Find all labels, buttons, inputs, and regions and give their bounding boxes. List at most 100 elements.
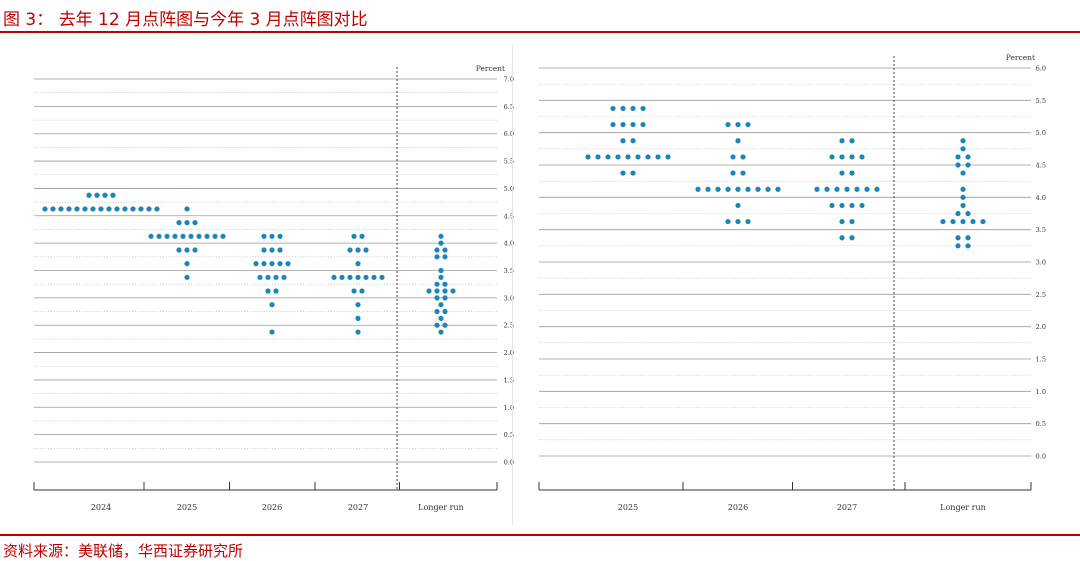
y-tick-label: 0.0 xyxy=(504,459,514,467)
participant-dot xyxy=(834,186,840,192)
participant-dot xyxy=(351,233,357,239)
participant-dot xyxy=(814,186,820,192)
participant-dot xyxy=(172,233,178,239)
participant-dot xyxy=(196,233,202,239)
participant-dot xyxy=(630,121,636,128)
participant-dot xyxy=(839,218,845,225)
participant-dot xyxy=(106,206,112,212)
participant-dot xyxy=(355,247,361,253)
y-tick-label: 6.5 xyxy=(504,103,514,111)
participant-dot xyxy=(204,233,210,239)
participant-dot xyxy=(265,274,271,280)
participant-dot xyxy=(740,170,746,176)
participant-dot xyxy=(434,288,440,294)
participant-dot xyxy=(620,138,626,144)
participant-dot xyxy=(965,162,971,168)
participant-dot xyxy=(438,267,444,274)
y-tick-label: 0.5 xyxy=(1036,420,1046,428)
participant-dot xyxy=(184,274,190,280)
participant-dot xyxy=(434,308,440,315)
participant-dot xyxy=(442,281,448,287)
participant-dot xyxy=(655,154,661,160)
participant-dot xyxy=(442,247,448,253)
participant-dot xyxy=(610,105,616,112)
participant-dot xyxy=(164,233,170,239)
participant-dot xyxy=(438,329,444,335)
participant-dot xyxy=(42,206,48,212)
x-category-label: 2024 xyxy=(91,503,111,512)
participant-dot xyxy=(192,220,198,226)
participant-dot xyxy=(261,233,267,239)
participant-dot xyxy=(156,233,162,239)
participant-dot xyxy=(735,218,741,225)
y-tick-label: 4.5 xyxy=(504,212,514,220)
participant-dot xyxy=(90,206,96,212)
y-tick-label: 2.5 xyxy=(1036,291,1046,299)
y-axis-label: Percent xyxy=(476,64,505,73)
participant-dot xyxy=(434,254,440,260)
participant-dot xyxy=(434,295,440,301)
source-note: 资料来源：美联储，华西证券研究所 xyxy=(3,542,244,560)
participant-dot xyxy=(735,186,741,192)
participant-dot xyxy=(960,194,966,200)
participant-dot xyxy=(960,218,966,225)
participant-dot xyxy=(434,322,440,328)
participant-dot xyxy=(74,206,80,212)
participant-dot xyxy=(355,261,361,267)
participant-dot xyxy=(351,288,357,294)
participant-dot xyxy=(359,288,365,294)
y-tick-label: 2.5 xyxy=(504,322,514,330)
participant-dot xyxy=(363,274,369,280)
y-tick-label: 4.5 xyxy=(1036,162,1046,170)
y-tick-label: 6.0 xyxy=(1036,65,1046,73)
participant-dot xyxy=(438,315,444,321)
participant-dot xyxy=(824,186,830,192)
participant-dot xyxy=(965,243,971,249)
y-tick-label: 0.5 xyxy=(504,431,514,439)
participant-dot xyxy=(620,105,626,112)
participant-dot xyxy=(955,210,961,217)
y-tick-label: 0.0 xyxy=(1036,453,1046,461)
participant-dot xyxy=(438,240,444,246)
participant-dot xyxy=(849,138,855,144)
participant-dot xyxy=(715,186,721,192)
participant-dot xyxy=(442,322,448,328)
y-tick-label: 2.0 xyxy=(1036,323,1046,331)
participant-dot xyxy=(640,105,646,112)
participant-dot xyxy=(82,206,88,212)
participant-dot xyxy=(176,220,182,226)
participant-dot xyxy=(965,235,971,241)
x-category-label: Longer run xyxy=(418,503,464,512)
participant-dot xyxy=(220,233,226,239)
x-category-label: 2027 xyxy=(348,503,368,512)
participant-dot xyxy=(839,170,845,176)
participant-dot xyxy=(970,218,976,225)
participant-dot xyxy=(730,170,736,176)
participant-dot xyxy=(755,186,761,192)
participant-dot xyxy=(339,274,345,280)
participant-dot xyxy=(955,154,961,160)
participant-dot xyxy=(829,202,835,209)
y-tick-label: 4.0 xyxy=(504,240,514,248)
participant-dot xyxy=(130,206,136,212)
participant-dot xyxy=(960,202,966,209)
participant-dot xyxy=(745,218,751,225)
participant-dot xyxy=(442,254,448,260)
participant-dot xyxy=(379,274,385,280)
participant-dot xyxy=(705,186,711,192)
participant-dot xyxy=(630,170,636,176)
y-tick-label: 5.0 xyxy=(504,185,514,193)
participant-dot xyxy=(854,186,860,192)
x-category-label: 2025 xyxy=(618,503,638,512)
y-tick-label: 7.0 xyxy=(504,76,514,84)
participant-dot xyxy=(960,170,966,176)
participant-dot xyxy=(265,288,271,294)
participant-dot xyxy=(765,186,771,192)
y-tick-label: 3.5 xyxy=(1036,226,1046,234)
participant-dot xyxy=(114,206,120,212)
participant-dot xyxy=(355,302,361,308)
participant-dot xyxy=(146,206,152,212)
participant-dot xyxy=(138,206,144,212)
